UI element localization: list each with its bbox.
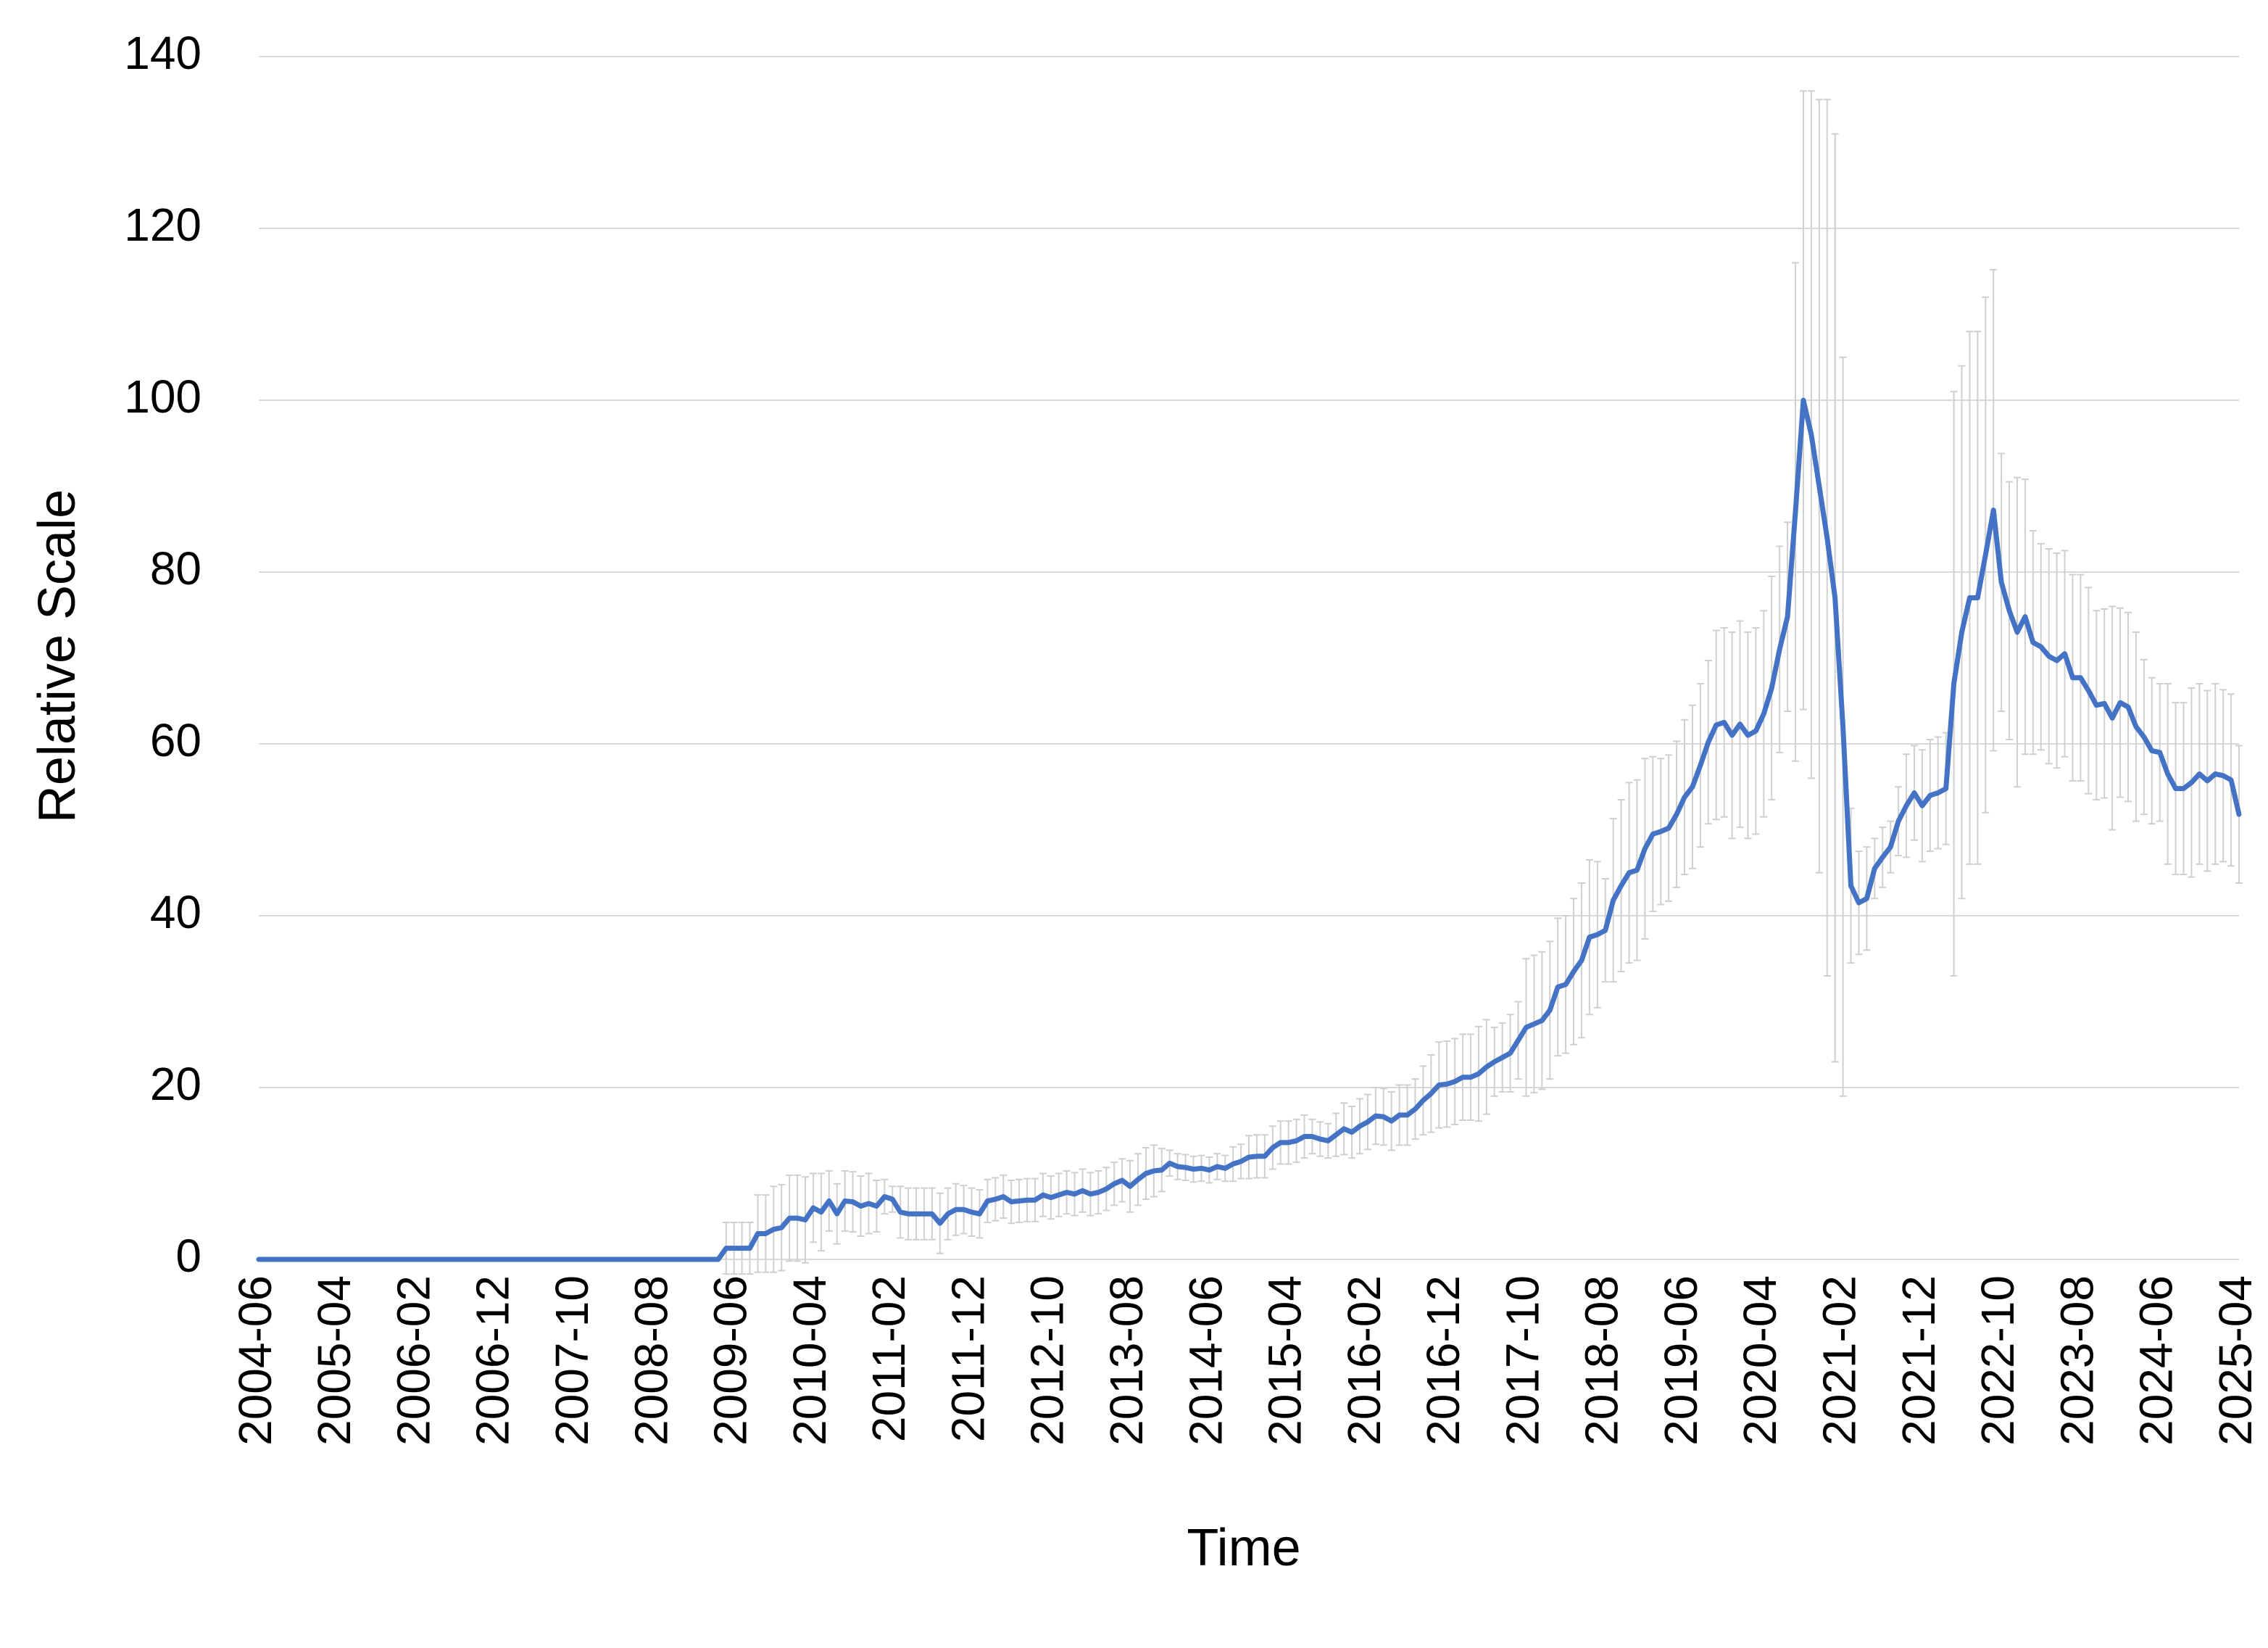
- y-tick-label: 120: [124, 199, 202, 251]
- y-tick-label: 140: [124, 27, 202, 79]
- x-tick-label: 2021-12: [1893, 1275, 1945, 1446]
- y-tick-label: 0: [175, 1230, 202, 1282]
- x-tick-label: 2011-02: [863, 1275, 915, 1442]
- x-axis-title: Time: [1187, 1519, 1300, 1577]
- x-tick-label: 2006-02: [387, 1275, 439, 1446]
- y-tick-label: 40: [150, 886, 202, 938]
- error-bar-layer: [722, 90, 2243, 1275]
- x-tick-label: 2005-04: [308, 1275, 360, 1446]
- x-tick-label: 2006-12: [467, 1275, 519, 1446]
- x-tick-label: 2024-06: [2130, 1275, 2182, 1446]
- x-tick-label: 2017-10: [1496, 1275, 1548, 1446]
- x-tick-label: 2019-06: [1655, 1275, 1707, 1446]
- x-tick-label: 2013-08: [1100, 1275, 1152, 1446]
- x-tick-label: 2004-06: [229, 1275, 281, 1446]
- series-line: [256, 397, 2242, 1262]
- x-tick-label: 2016-02: [1338, 1275, 1390, 1446]
- y-tick-label: 100: [124, 370, 202, 423]
- x-tick-label: 2015-04: [1259, 1275, 1311, 1446]
- x-tick-label: 2023-08: [2051, 1275, 2103, 1446]
- grid-layer: [259, 56, 2239, 1260]
- x-tick-label: 2018-08: [1576, 1275, 1628, 1446]
- label-layer: 0 20 40 60 80 100 120 140 2004-06 2005-04 2006-02 2…: [124, 27, 2261, 1446]
- x-tick-label: 2014-06: [1179, 1275, 1231, 1446]
- x-tick-label: 2009-06: [705, 1275, 757, 1446]
- x-tick-label: 2011-12: [942, 1275, 994, 1442]
- y-tick-label: 60: [150, 714, 202, 766]
- y-axis-title: Relative Scale: [28, 489, 86, 823]
- x-tick-label: 2021-02: [1814, 1275, 1866, 1446]
- x-tick-label: 2020-04: [1734, 1275, 1786, 1446]
- x-tick-label: 2008-08: [625, 1275, 677, 1446]
- y-tick-label: 20: [150, 1058, 202, 1110]
- x-tick-label: 2010-04: [784, 1275, 836, 1446]
- y-tick-label: 80: [150, 542, 202, 595]
- x-tick-label: 2025-04: [2209, 1275, 2261, 1446]
- line-layer: [256, 397, 2242, 1262]
- x-tick-label: 2022-10: [1972, 1275, 2024, 1446]
- x-tick-label: 2012-10: [1021, 1275, 1073, 1446]
- x-tick-label: 2016-12: [1417, 1275, 1469, 1446]
- x-tick-label: 2007-10: [546, 1275, 598, 1446]
